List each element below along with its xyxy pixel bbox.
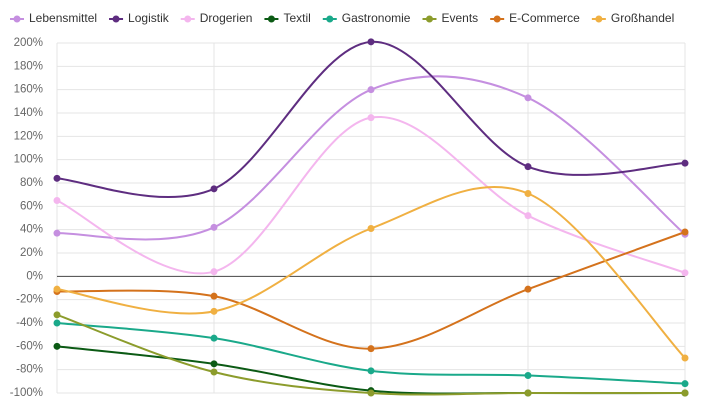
y-tick-label: 160% [14,84,43,96]
y-tick-label: 120% [14,130,43,142]
y-tick-label: -20% [16,294,43,306]
y-tick-label: -80% [16,364,43,376]
data-point [524,94,532,102]
legend-marker [326,15,334,23]
data-point [681,269,689,277]
y-tick-label: 200% [14,37,43,49]
data-point [681,228,689,236]
data-point [210,368,218,376]
data-point [681,389,689,397]
legend-label: Großhandel [611,11,674,25]
data-point [210,223,218,231]
data-point [53,311,61,319]
data-point [53,285,61,293]
data-point [367,86,375,94]
data-point [367,389,375,397]
y-tick-label: -40% [16,317,43,329]
y-tick-label: 20% [20,247,43,259]
legend-label: Events [441,11,478,25]
y-tick-label: 40% [20,224,43,236]
legend-label: E-Commerce [509,11,580,25]
data-point [524,285,532,293]
data-point [210,307,218,315]
data-point [367,345,375,353]
legend-item: Lebensmittel [10,11,97,25]
legend-item: E-Commerce [490,11,580,25]
data-point [210,292,218,300]
data-point [367,225,375,232]
data-point [210,360,218,368]
data-point [53,342,61,350]
data-point [524,372,532,379]
y-tick-label: -60% [16,340,43,352]
data-point [53,319,61,327]
data-point [53,229,61,237]
data-point [210,185,218,193]
data-point [367,367,375,375]
legend-label: Drogerien [200,11,253,25]
data-point [524,389,532,397]
legend-marker [112,15,120,23]
data-point [210,334,218,342]
data-point [367,38,375,46]
data-point [681,380,689,388]
data-point [53,174,61,182]
data-point [210,268,218,276]
y-tick-label: 60% [20,200,43,212]
legend-item: Logistik [109,11,170,25]
y-tick-label: 140% [14,107,43,119]
data-point [681,159,689,167]
y-tick-label: -100% [10,387,43,399]
legend-item: Events [422,11,478,25]
series-line [56,185,686,359]
data-point [524,190,532,197]
data-point [681,354,689,362]
legend-item: Gastronomie [322,11,411,25]
legend-item: Textil [264,11,311,25]
legend-marker [595,15,603,23]
y-tick-label: 0% [26,270,43,282]
y-tick-label: 100% [14,154,43,166]
legend-marker [184,15,192,23]
legend-marker [493,15,501,23]
data-point [524,163,532,171]
y-tick-label: 180% [14,60,43,72]
data-point [524,212,532,220]
data-point [367,114,375,122]
legend-marker [13,15,21,23]
y-tick-label: 80% [20,177,43,189]
legend-marker [425,15,433,23]
legend-label: Textil [283,11,310,25]
legend-item: Großhandel [591,11,674,25]
legend-item: Drogerien [180,11,253,25]
legend-marker [267,15,275,23]
data-point [53,197,61,204]
legend-label: Lebensmittel [29,11,97,25]
legend-label: Gastronomie [342,11,411,25]
legend-label: Logistik [128,11,170,25]
